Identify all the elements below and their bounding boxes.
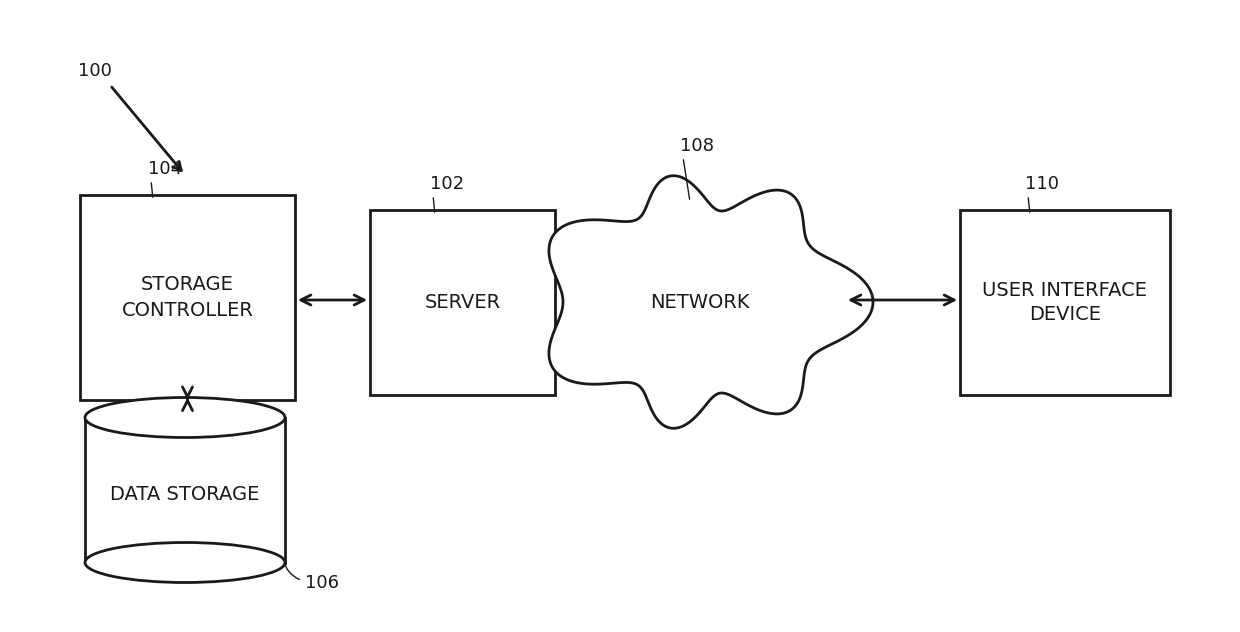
Text: 108: 108 <box>680 137 714 155</box>
Text: 102: 102 <box>430 175 464 193</box>
Text: STORAGE
CONTROLLER: STORAGE CONTROLLER <box>122 276 253 320</box>
Bar <box>81 195 295 400</box>
Bar <box>370 210 556 395</box>
Bar <box>960 210 1171 395</box>
Text: 110: 110 <box>1025 175 1059 193</box>
Text: DATA STORAGE: DATA STORAGE <box>110 485 259 504</box>
Text: 106: 106 <box>305 573 339 592</box>
Bar <box>86 418 285 562</box>
Ellipse shape <box>86 542 285 583</box>
Text: 104: 104 <box>148 160 182 178</box>
Text: USER INTERFACE
DEVICE: USER INTERFACE DEVICE <box>982 281 1147 324</box>
Text: SERVER: SERVER <box>424 293 501 312</box>
PathPatch shape <box>549 176 873 428</box>
Ellipse shape <box>86 398 285 437</box>
Text: NETWORK: NETWORK <box>650 293 750 312</box>
Text: 100: 100 <box>78 62 112 80</box>
